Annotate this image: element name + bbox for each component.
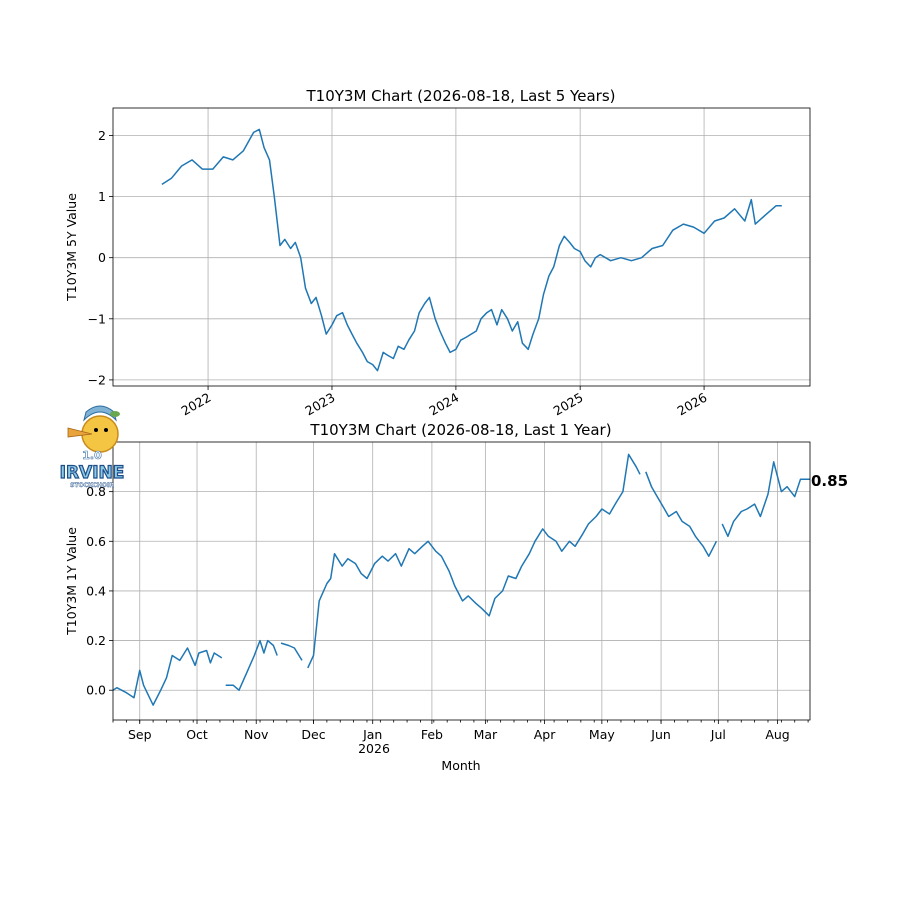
chart-1y-series [112, 453, 810, 706]
x-tick-label: Oct [186, 727, 208, 742]
y-tick-label: 2 [98, 128, 106, 143]
chart-5y-plot-frame [112, 107, 811, 387]
x-tick-label: May [589, 727, 615, 742]
logo-subtitle: STOCKCHOIR [70, 482, 114, 489]
series-line-segment [645, 471, 718, 557]
y-tick-label: 0.8 [86, 484, 106, 499]
irvine-stockchoir-logo: 1.0 IRVINE STOCKCHOIR [59, 405, 125, 489]
series-line-segment [225, 639, 278, 691]
x-tick-label: Aug [765, 727, 789, 742]
chart-5y-series [161, 128, 782, 372]
chart-5y-title: T10Y3M Chart (2026-08-18, Last 5 Years) [306, 87, 616, 105]
logo-eye-icon [104, 428, 108, 432]
x-tick-label: Apr [534, 727, 556, 742]
y-tick-label: 1 [98, 189, 106, 204]
y-tick-label: −1 [88, 311, 106, 326]
chart-1y-ylabel: T10Y3M 1Y Value [64, 527, 79, 636]
series-line-segment [161, 128, 782, 372]
chart-1y-year-label: 2026 [358, 741, 390, 756]
x-tick-label: Sep [128, 727, 152, 742]
logo-title: IRVINE [60, 463, 125, 483]
logo-leaf-icon [110, 411, 120, 417]
y-tick-label: −2 [88, 372, 106, 387]
chart-1y-last-value-label: 0.85 [811, 472, 848, 490]
x-tick-label: Mar [474, 727, 498, 742]
chart-5y-gridlines [113, 108, 810, 386]
series-line-segment [280, 642, 303, 661]
x-tick-label: Jun [650, 727, 671, 742]
logo-nose-icon [67, 427, 93, 438]
chart-1y-gridlines [113, 442, 810, 720]
chart-5y: T10Y3M Chart (2026-08-18, Last 5 Years) … [64, 87, 811, 419]
chart-1y-xlabel: Month [441, 758, 480, 773]
chart-5y-ylabel: T10Y3M 5Y Value [64, 193, 79, 302]
x-tick-label: Jul [710, 727, 726, 742]
y-tick-label: 0.6 [86, 534, 106, 549]
chart-1y-plot-frame [112, 441, 811, 721]
x-tick-label: Nov [244, 727, 269, 742]
x-tick-label: Dec [301, 727, 325, 742]
chart-1y-axes: 0.0 0.2 0.4 0.6 0.8 Sep Oct Nov Dec Jan Feb Mar Apr M… [86, 484, 809, 742]
x-tick-label: Feb [421, 727, 443, 742]
y-tick-label: 0.4 [86, 583, 106, 598]
series-line-segment [112, 647, 223, 706]
series-line-segment [307, 453, 641, 669]
series-line-segment [721, 461, 810, 538]
logo-version: 1.0 [82, 449, 102, 462]
logo-eye-icon [94, 428, 98, 432]
chart-1y-title: T10Y3M Chart (2026-08-18, Last 1 Year) [309, 421, 611, 439]
y-tick-label: 0 [98, 250, 106, 265]
x-tick-label: Jan [362, 727, 382, 742]
y-tick-label: 0.0 [86, 683, 106, 698]
chart-1y: T10Y3M Chart (2026-08-18, Last 1 Year) T… [64, 421, 848, 773]
y-tick-label: 0.2 [86, 633, 106, 648]
